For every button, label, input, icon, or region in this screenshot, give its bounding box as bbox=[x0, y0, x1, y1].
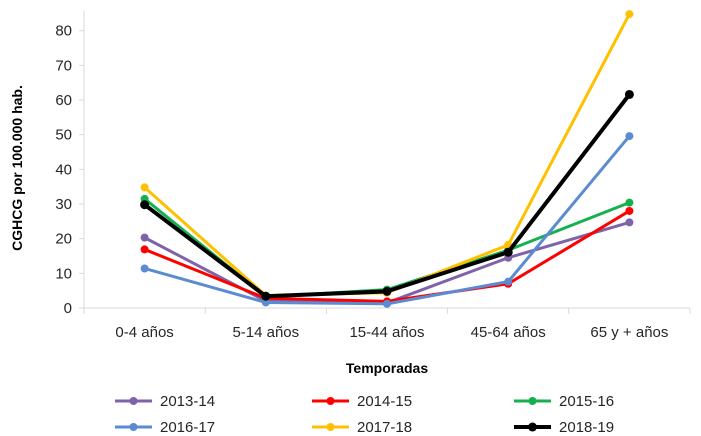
legend-label: 2016-17 bbox=[160, 419, 215, 436]
legend-swatch-marker bbox=[528, 422, 537, 432]
legend-item: 2018-19 bbox=[514, 419, 614, 436]
legend-item: 2015-16 bbox=[514, 393, 614, 410]
y-tick-label: 70 bbox=[55, 57, 72, 74]
y-tick-label: 50 bbox=[55, 127, 72, 144]
y-axis: 0 10 20 30 40 50 60 70 80 bbox=[55, 10, 85, 317]
series-2018-19 bbox=[140, 89, 634, 301]
x-tick-label: 5-14 años bbox=[232, 324, 299, 341]
legend-swatch-marker bbox=[129, 423, 138, 431]
data-point bbox=[140, 183, 149, 192]
legend-item: 2017-18 bbox=[312, 419, 412, 436]
x-axis-title: Temporadas bbox=[346, 360, 428, 376]
legend: 2013-14 2014-15 2015-16 2016-17 2017-18 2018-… bbox=[115, 393, 614, 436]
data-point bbox=[140, 264, 149, 273]
x-tick-label: 15-44 años bbox=[349, 324, 424, 341]
data-point bbox=[625, 218, 634, 227]
legend-label: 2018-19 bbox=[559, 419, 614, 436]
data-point bbox=[382, 286, 392, 296]
legend-item: 2014-15 bbox=[312, 393, 412, 410]
data-point bbox=[140, 233, 149, 242]
y-tick-label: 40 bbox=[55, 161, 72, 178]
legend-item: 2013-14 bbox=[115, 393, 215, 410]
data-point bbox=[625, 132, 634, 141]
y-tick-label: 30 bbox=[55, 196, 72, 213]
y-tick-label: 10 bbox=[55, 265, 72, 282]
data-point bbox=[140, 200, 150, 210]
x-tick-label: 45-64 años bbox=[471, 324, 546, 341]
y-tick-label: 20 bbox=[55, 231, 72, 248]
data-point bbox=[261, 291, 271, 301]
data-point bbox=[624, 89, 634, 99]
data-point bbox=[383, 299, 391, 308]
x-tick-label: 65 y + años bbox=[590, 324, 668, 341]
legend-label: 2014-15 bbox=[357, 393, 412, 410]
data-point bbox=[625, 206, 634, 215]
legend-label: 2015-16 bbox=[559, 393, 614, 410]
data-point bbox=[625, 198, 634, 207]
legend-swatch-marker bbox=[129, 397, 138, 405]
series-line bbox=[142, 92, 632, 299]
y-tick-label: 60 bbox=[55, 92, 72, 109]
legend-swatch-marker bbox=[528, 397, 537, 405]
data-point bbox=[140, 245, 149, 254]
y-axis-title: CGHCG por 100.000 hab. bbox=[9, 85, 25, 251]
legend-label: 2017-18 bbox=[357, 419, 412, 436]
data-point bbox=[261, 298, 270, 307]
y-tick-label: 80 bbox=[55, 23, 72, 40]
series-2016-17 bbox=[140, 132, 634, 308]
series-line bbox=[143, 197, 631, 299]
legend-item: 2016-17 bbox=[115, 419, 215, 436]
x-tick-label: 0-4 años bbox=[115, 324, 173, 341]
legend-swatch-marker bbox=[326, 423, 335, 431]
x-axis: 0-4 años 5-14 años 15-44 años 45-64 años 65 … bbox=[83, 307, 691, 341]
series-layer bbox=[140, 10, 634, 308]
legend-label: 2013-14 bbox=[160, 393, 215, 410]
data-point bbox=[625, 10, 634, 19]
y-tick-label: 0 bbox=[64, 300, 72, 317]
data-point bbox=[504, 277, 513, 286]
legend-swatch-marker bbox=[326, 397, 335, 405]
data-point bbox=[503, 247, 513, 257]
